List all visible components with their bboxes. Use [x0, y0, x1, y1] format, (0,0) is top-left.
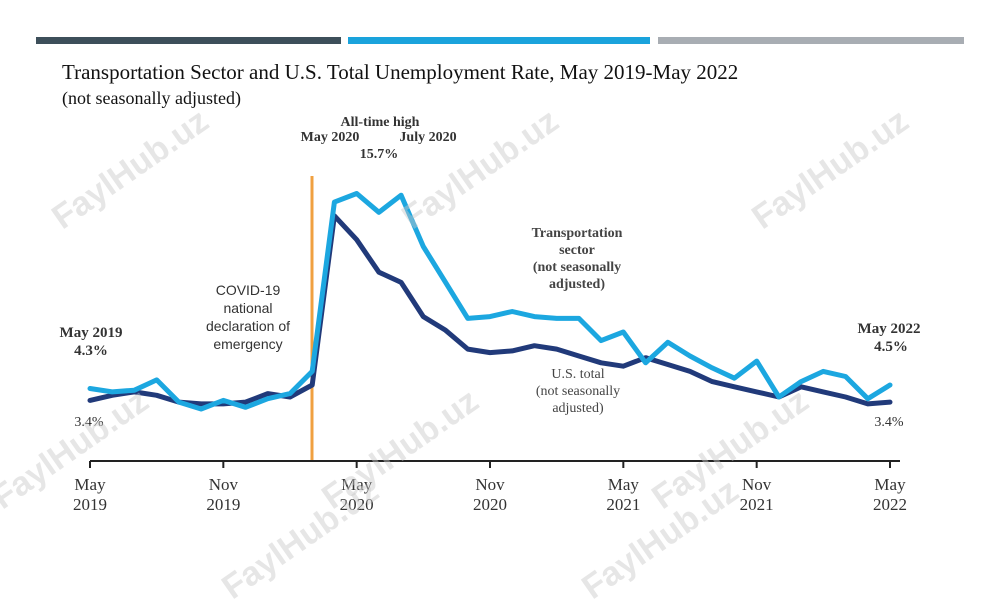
start-label: May 2019 — [60, 325, 123, 341]
x-tick-label-month: May — [874, 475, 906, 494]
end-annotation: May 2022 4.5% 3.4% — [858, 321, 921, 430]
slide: Transportation Sector and U.S. Total Une… — [0, 37, 964, 607]
transport-series-label: Transportation sector (not seasonally ad… — [532, 226, 623, 292]
header-segment-blue — [348, 37, 650, 44]
series-line-us-total — [87, 213, 893, 407]
peak-july-label: July 2020 — [399, 130, 456, 145]
start-annotation: May 2019 4.3% 3.4% — [60, 325, 123, 430]
x-tick-label-year: 2020 — [340, 495, 374, 514]
x-tick-label-year: 2019 — [206, 495, 240, 514]
peak-title: All-time high — [341, 115, 420, 130]
peak-annotation: All-time high May 2020 July 2020 15.7% — [301, 115, 457, 162]
x-tick-label-month: May — [608, 475, 640, 494]
peak-may-label: May 2020 — [301, 130, 360, 145]
covid-annotation: COVID-19 national declaration of emergen… — [206, 282, 290, 352]
end-value: 4.5% — [874, 339, 908, 355]
covid-label-4: emergency — [213, 336, 282, 352]
chart-title: Transportation Sector and U.S. Total Une… — [62, 60, 738, 84]
header-segment-gray — [658, 37, 964, 44]
x-tick-label-month: May — [341, 475, 373, 494]
x-axis-ticks: May2019Nov2019May2020Nov2020May2021Nov20… — [73, 461, 907, 514]
header-segment-dark — [36, 37, 341, 44]
us-label-2: (not seasonally — [536, 384, 620, 399]
header-bar — [36, 37, 964, 44]
x-tick-label-month: Nov — [209, 475, 239, 494]
start-value: 4.3% — [74, 343, 108, 359]
end-label: May 2022 — [858, 321, 921, 337]
transport-label-3: (not seasonally — [533, 260, 621, 275]
x-tick-label-year: 2022 — [873, 495, 907, 514]
x-tick-label-month: May — [74, 475, 106, 494]
covid-label-1: COVID-19 — [216, 282, 281, 298]
us-series-label: U.S. total (not seasonally adjusted) — [536, 367, 620, 416]
covid-label-3: declaration of — [206, 318, 290, 334]
x-tick-label-month: Nov — [475, 475, 505, 494]
transport-label-1: Transportation — [532, 226, 623, 241]
chart-subtitle: (not seasonally adjusted) — [62, 88, 241, 109]
x-tick-label-year: 2019 — [73, 495, 107, 514]
x-tick-label-month: Nov — [742, 475, 772, 494]
series-line-transportation — [87, 191, 893, 412]
unemployment-chart: Transportation Sector and U.S. Total Une… — [36, 37, 964, 514]
x-tick-label-year: 2020 — [473, 495, 507, 514]
covid-label-2: national — [223, 300, 272, 316]
start-us-value: 3.4% — [74, 415, 104, 430]
end-us-value: 3.4% — [874, 415, 904, 430]
x-tick-label-year: 2021 — [740, 495, 774, 514]
us-label-3: adjusted) — [552, 401, 604, 416]
us-label-1: U.S. total — [551, 367, 604, 382]
transport-label-2: sector — [559, 243, 595, 258]
x-tick-label-year: 2021 — [606, 495, 640, 514]
peak-value: 15.7% — [360, 147, 399, 162]
transport-label-4: adjusted) — [549, 277, 605, 292]
